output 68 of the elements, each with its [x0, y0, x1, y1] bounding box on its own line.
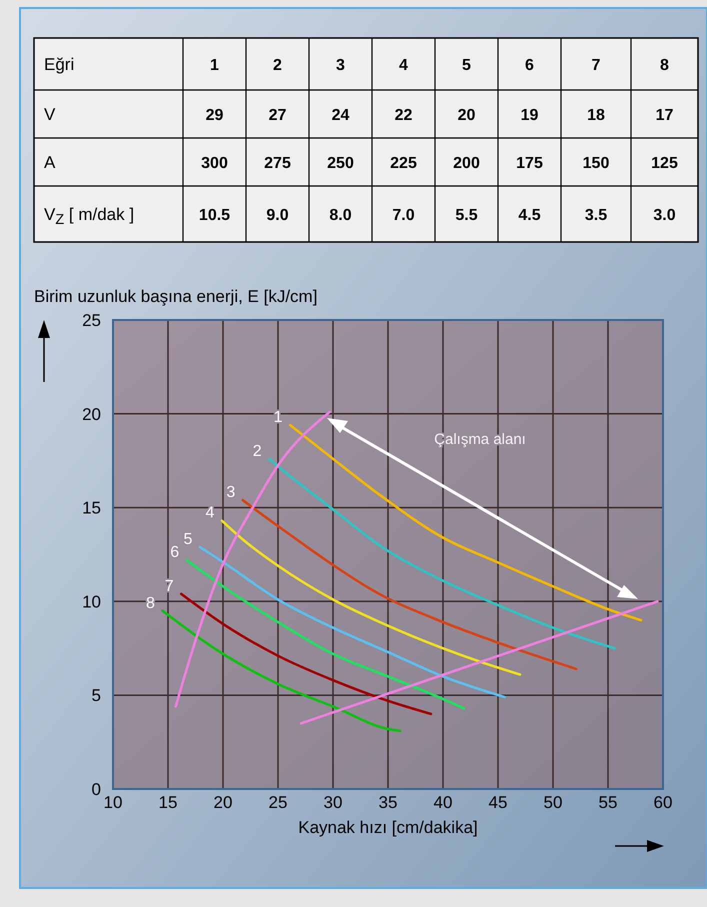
y-tick-label: 5 [92, 686, 101, 706]
x-tick-label: 6 [525, 57, 534, 74]
data-label: 9.0 [266, 207, 289, 224]
x-tick-label: 50 [544, 793, 562, 812]
x-tick-label: 60 [654, 793, 672, 812]
data-label: 29 [206, 107, 224, 124]
x-tick-label: 8 [660, 57, 670, 74]
x-tick-label: 55 [598, 793, 618, 812]
data-label: 5.5 [455, 207, 478, 224]
data-label: 18 [587, 107, 605, 124]
data-label: 10.5 [198, 207, 230, 224]
data-label: 125 [651, 155, 678, 172]
line-series [220, 519, 522, 676]
data-label: 150 [582, 155, 610, 172]
x-tick-label: 3 [336, 57, 346, 74]
y-tick-label: 20 [82, 404, 101, 424]
data-label: 3.5 [584, 207, 608, 224]
y-tick-label: 10 [82, 592, 101, 612]
data-label: 20 [458, 107, 476, 124]
data-label: 175 [516, 155, 543, 172]
data-label: 27 [268, 107, 286, 124]
series-label: 2 [252, 442, 262, 460]
y-tick-label: 25 [82, 311, 101, 330]
series-label: 5 [183, 530, 192, 548]
x-tick-label: 25 [268, 793, 288, 812]
data-label: 300 [201, 155, 228, 172]
x-tick-label: 1 [210, 57, 220, 74]
series-label: 4 [205, 504, 214, 522]
x-tick-label: 10 [104, 793, 122, 812]
data-label: 4.5 [518, 207, 541, 224]
x-tick-label: 15 [158, 793, 178, 812]
x-tick-label: 20 [214, 793, 232, 812]
line-series [180, 592, 432, 716]
x-tick-label: 35 [378, 793, 398, 812]
line-series [185, 558, 466, 710]
y-tick-label: V [44, 105, 56, 124]
x-tick-label: 40 [434, 793, 452, 812]
data-label: 7.0 [392, 207, 415, 224]
line-series [242, 498, 578, 670]
data-label: 17 [656, 107, 674, 124]
data-label: 8.0 [329, 207, 352, 224]
data-label: 275 [264, 155, 291, 172]
data-label: 3.0 [653, 207, 676, 224]
x-tick-label: 7 [592, 57, 601, 74]
line-series [288, 424, 642, 622]
x-tick-label: 45 [488, 793, 508, 812]
x-tick-label: 30 [324, 793, 342, 812]
y-tick-label: A [44, 153, 56, 172]
data-label: 250 [327, 155, 354, 172]
x-tick-label: 2 [273, 57, 282, 74]
x-tick-label: 4 [399, 57, 408, 74]
series-label: 3 [226, 484, 236, 502]
line-series [198, 546, 506, 698]
y-tick-label: V$_{Z}$ [ m/dak ] [44, 205, 134, 228]
data-label: 22 [394, 107, 412, 124]
line-series [268, 458, 616, 650]
y-tick-label: 15 [82, 498, 101, 518]
data-label: 19 [520, 107, 538, 124]
y-axis-title: Birim uzunluk başına enerji, E [kJ/cm] [34, 287, 318, 306]
y-tick-label: 0 [92, 780, 101, 799]
data-label: 24 [332, 107, 350, 124]
line-series [161, 610, 402, 732]
data-label: 225 [390, 155, 417, 172]
x-axis-title: Kaynak hızı [cm/dakika] [298, 818, 478, 837]
x-axis-title: Eğri [44, 55, 74, 74]
series-label: 6 [170, 544, 180, 562]
x-tick-label: 5 [462, 57, 472, 74]
data-label: 200 [453, 155, 480, 172]
